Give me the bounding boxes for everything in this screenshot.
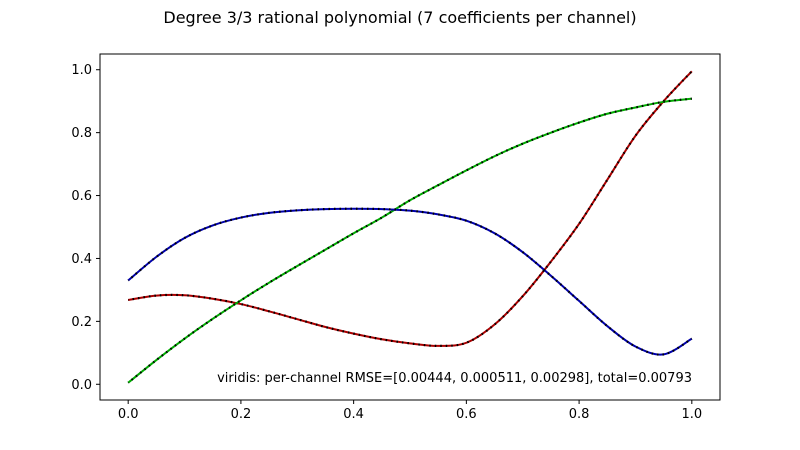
blue-channel-series-data-line — [127, 207, 693, 356]
blue-channel-series-fit-line — [127, 207, 693, 356]
red-channel-series-data-line — [128, 70, 693, 348]
x-axis: 0.0 0.2 0.4 0.6 0.8 1.0 — [118, 400, 702, 422]
plot-series — [127, 70, 693, 384]
y-tick-label: 0.6 — [71, 189, 92, 204]
green-channel-series-data-line — [127, 97, 692, 384]
green-channel-series-fit-line — [127, 97, 692, 384]
y-tick-label: 0.2 — [71, 315, 92, 330]
plot-frame — [99, 53, 721, 401]
rmse-annotation: viridis: per-channel RMSE=[0.00444, 0.00… — [217, 371, 692, 386]
y-tick-label: 0.4 — [71, 252, 92, 267]
x-tick-label: 0.6 — [456, 407, 477, 422]
y-tick-label: 0.8 — [71, 126, 92, 141]
x-tick-label: 0.0 — [118, 407, 139, 422]
x-tick-label: 0.8 — [569, 407, 590, 422]
y-axis: 0.0 0.2 0.4 0.6 0.8 1.0 — [71, 63, 100, 393]
red-channel-series-fit-line — [128, 70, 693, 347]
x-tick-label: 1.0 — [681, 407, 702, 422]
chart-title: Degree 3/3 rational polynomial (7 coeffi… — [163, 8, 636, 27]
y-tick-label: 0.0 — [71, 378, 92, 393]
y-tick-label: 1.0 — [71, 63, 92, 78]
x-tick-label: 0.4 — [343, 407, 364, 422]
x-tick-label: 0.2 — [231, 407, 252, 422]
